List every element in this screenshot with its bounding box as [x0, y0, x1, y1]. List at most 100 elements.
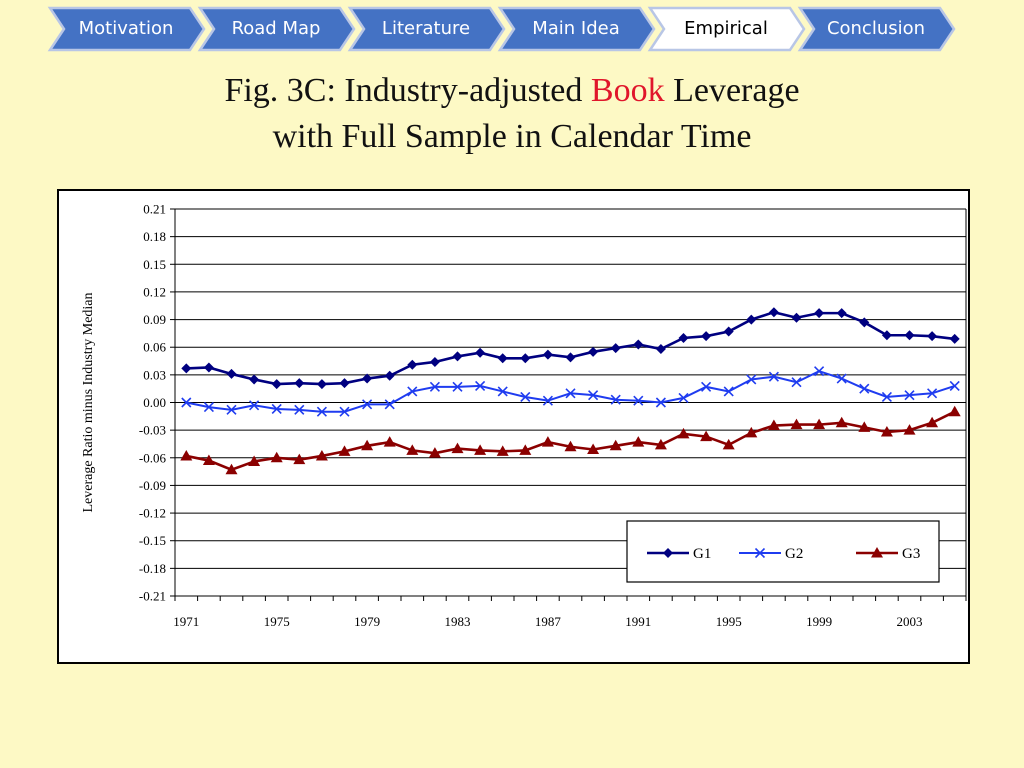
data-point-g2	[678, 392, 689, 403]
data-point-g3	[564, 440, 577, 452]
data-point-g1	[452, 351, 463, 362]
data-point-g3	[202, 454, 215, 466]
data-point-g3	[315, 449, 328, 461]
chevron-shape	[497, 6, 656, 52]
data-point-g3	[926, 416, 939, 428]
data-point-g1	[384, 370, 395, 381]
data-point-g1	[768, 307, 779, 318]
data-point-g2	[316, 406, 327, 417]
data-point-g1	[746, 314, 757, 325]
chevron-shape	[347, 6, 506, 52]
nav-tab-label: Road Map	[231, 18, 321, 39]
data-point-g3	[338, 445, 351, 456]
data-point-g1	[407, 359, 418, 370]
data-point-g2	[249, 400, 260, 411]
y-tick-label: -0.12	[139, 506, 166, 521]
data-point-g3	[677, 427, 690, 439]
data-point-g2	[610, 394, 621, 405]
data-point-g3	[609, 439, 622, 451]
data-point-g1	[836, 308, 847, 319]
data-point-g1	[181, 363, 192, 374]
data-point-g1	[949, 333, 960, 344]
nav-tab-empirical[interactable]: Empirical	[647, 6, 806, 52]
data-point-g3	[903, 424, 916, 435]
data-point-g3	[406, 444, 419, 455]
nav-tab-main-idea[interactable]: Main Idea	[497, 6, 656, 52]
x-tick-label: 2003	[897, 614, 923, 629]
chevron-shape	[197, 6, 356, 52]
data-point-g2	[542, 395, 553, 406]
data-point-g3	[541, 436, 554, 447]
data-point-g3	[225, 463, 238, 475]
y-tick-label: 0.12	[143, 284, 166, 299]
data-point-g2	[949, 380, 960, 391]
nav-tab-label: Empirical	[684, 18, 768, 39]
data-point-g3	[745, 426, 758, 438]
nav-tab-conclusion[interactable]: Conclusion	[797, 6, 956, 52]
nav-tab-literature[interactable]: Literature	[347, 6, 506, 52]
data-point-g3	[880, 425, 893, 437]
legend-swatch-marker	[871, 547, 883, 558]
data-point-g1	[655, 344, 666, 355]
x-tick-label: 1983	[445, 614, 471, 629]
data-point-g2	[384, 399, 395, 410]
data-point-g3	[361, 439, 374, 451]
data-point-g2	[791, 377, 802, 388]
data-point-g1	[249, 374, 260, 385]
series-g2	[181, 366, 960, 417]
data-point-g2	[904, 390, 915, 401]
data-point-g3	[835, 416, 848, 428]
nav-tab-road-map[interactable]: Road Map	[197, 6, 356, 52]
x-tick-label: 1979	[354, 614, 380, 629]
data-point-g2	[271, 403, 282, 415]
x-tick-label: 1987	[535, 614, 562, 629]
data-point-g1	[814, 308, 825, 319]
data-point-g3	[700, 430, 713, 442]
y-tick-label: 0.03	[143, 367, 166, 382]
data-point-g1	[542, 349, 553, 360]
nav-tab-motivation[interactable]: Motivation	[47, 6, 206, 52]
data-point-g2	[452, 381, 463, 392]
data-point-g2	[203, 402, 214, 413]
title-prefix: Fig. 3C: Industry-adjusted	[224, 72, 591, 109]
data-point-g1	[610, 343, 621, 354]
data-point-g1	[723, 326, 734, 337]
legend-swatch-marker	[663, 548, 673, 558]
data-point-g3	[948, 405, 961, 417]
chevron-shape	[647, 6, 806, 52]
data-point-g2	[407, 386, 418, 397]
data-point-g1	[316, 379, 327, 390]
slide-title: Fig. 3C: Industry-adjusted Book Leverage…	[0, 68, 1024, 160]
series-g3	[180, 405, 961, 475]
data-point-g1	[701, 331, 712, 342]
legend-swatch-marker	[754, 547, 766, 559]
y-tick-label: 0.21	[143, 202, 166, 217]
y-tick-label: -0.06	[139, 450, 167, 465]
y-tick-label: 0.09	[143, 312, 166, 327]
x-tick-label: 1991	[625, 614, 651, 629]
y-tick-label: -0.18	[139, 561, 166, 576]
legend: G1 G2 G3	[626, 520, 940, 583]
data-point-g2	[768, 371, 779, 382]
x-tick-label: 1999	[806, 614, 832, 629]
data-point-g1	[904, 330, 915, 341]
data-point-g2	[655, 397, 666, 408]
legend-label-g3: G3	[902, 546, 920, 562]
data-point-g1	[859, 317, 870, 328]
data-point-g1	[429, 356, 440, 367]
data-point-g1	[678, 333, 689, 343]
data-point-g3	[428, 447, 441, 458]
y-tick-label: 0.15	[143, 257, 166, 272]
title-suffix: Leverage	[664, 72, 800, 109]
data-point-g2	[836, 373, 847, 384]
section-navigation: Motivation Road Map Literature Main Idea Emp…	[47, 6, 974, 52]
y-tick-label: -0.09	[139, 478, 166, 493]
data-point-g3	[790, 418, 803, 430]
nav-tab-label: Main Idea	[532, 18, 620, 39]
data-point-g2	[339, 406, 350, 417]
data-point-g2	[814, 366, 825, 377]
legend-label-g2: G2	[785, 546, 803, 562]
data-point-g3	[474, 444, 487, 455]
data-point-g1	[588, 346, 599, 357]
y-tick-label: -0.03	[139, 423, 166, 438]
